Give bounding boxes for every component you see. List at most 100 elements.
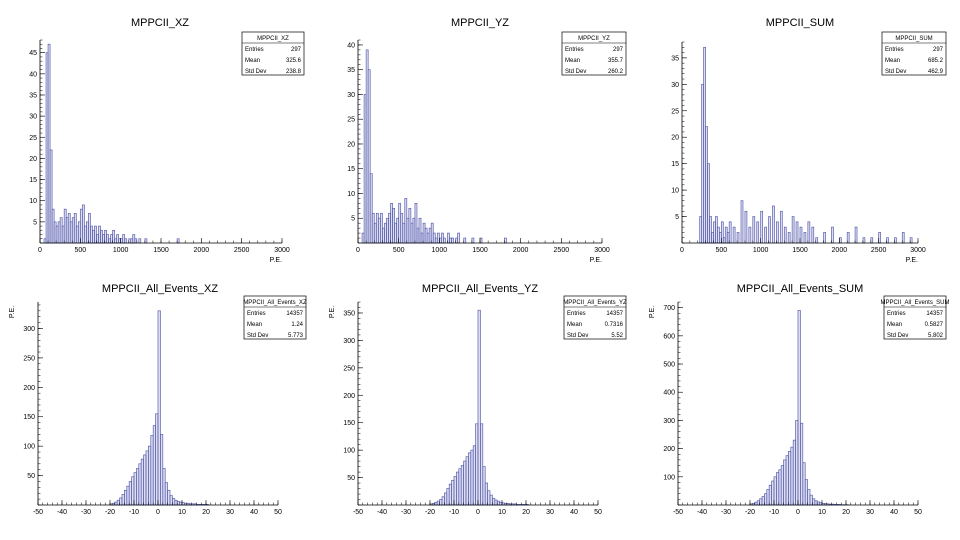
histogram-bin <box>816 501 820 506</box>
y-tick-label: 400 <box>663 390 675 397</box>
x-tick-label: 50 <box>914 509 922 516</box>
y-tick-label: 300 <box>663 418 675 425</box>
y-tick-label: 25 <box>29 135 37 142</box>
stats-box-frame <box>241 31 305 76</box>
x-tick-label: 0 <box>476 509 480 516</box>
stats-box: MPPCII_All_Events_XZ Entries 14357 Mean 1.24… <box>243 295 307 340</box>
x-tick-label: -20 <box>105 509 115 516</box>
stats-value: 297 <box>933 47 944 53</box>
y-tick-label: 20 <box>29 156 37 163</box>
y-tick-label: 100 <box>343 448 355 455</box>
stats-label: Std Dev <box>567 333 588 339</box>
stats-value: 355.7 <box>608 58 624 64</box>
stats-box: MPPCII_All_Events_SUM Entries 14357 Mean 0.5… <box>880 295 950 340</box>
y-tick-label: 600 <box>663 333 675 340</box>
y-tick-label: 25 <box>671 108 679 115</box>
y-tick-label: 300 <box>343 338 355 345</box>
histogram-bin <box>764 493 768 506</box>
histogram-bin <box>179 501 183 506</box>
y-tick-label: 20 <box>671 135 679 142</box>
histogram-bin <box>121 494 125 506</box>
x-tick-label: 1000 <box>113 247 129 254</box>
y-tick-label: 15 <box>29 177 37 184</box>
stats-value: 685.2 <box>928 58 944 64</box>
x-tick-label: 0 <box>356 247 360 254</box>
x-tick-label: 1000 <box>753 247 769 254</box>
stats-value: 5.52 <box>611 333 623 339</box>
histogram-bin <box>436 500 440 506</box>
stats-value: 325.6 <box>286 58 302 64</box>
histogram-bin <box>492 498 496 506</box>
y-tick-label: 250 <box>23 355 35 362</box>
histogram-bin <box>788 451 792 506</box>
x-tick-label: 1000 <box>432 247 448 254</box>
histogram-bin <box>752 216 756 244</box>
histogram-bin <box>439 499 443 506</box>
histogram-bin <box>144 238 148 244</box>
histogram-bin <box>771 480 775 506</box>
x-tick-label: -10 <box>449 509 459 516</box>
y-tick-label: 30 <box>347 92 355 99</box>
histogram-bin <box>457 232 461 244</box>
x-tick-label: 3000 <box>594 247 610 254</box>
histogram-bin <box>736 232 740 244</box>
y-tick-label: 200 <box>23 385 35 392</box>
stats-label: Entries <box>885 47 904 53</box>
x-tick-label: -50 <box>673 509 683 516</box>
x-tick-label: 50 <box>274 509 282 516</box>
stats-box: MPPCII_SUM Entries 297 Mean 685.2 Std Dev 462.… <box>881 31 947 76</box>
histogram-bin <box>458 468 462 506</box>
histogram-bin <box>811 226 815 244</box>
histogram-bin <box>773 476 777 506</box>
y-tick-label: 10 <box>347 191 355 198</box>
y-tick-label: 50 <box>347 475 355 482</box>
y-tick-label: 50 <box>27 473 35 480</box>
histogram-bin <box>167 489 171 506</box>
histogram-bin <box>728 221 732 244</box>
histogram-bin <box>779 210 783 244</box>
stats-label: Entries <box>245 47 264 53</box>
x-tick-label: -40 <box>697 509 707 516</box>
x-tick-label: 2000 <box>832 247 848 254</box>
histogram-bin <box>487 490 491 506</box>
y-axis-label: P.E. <box>649 306 656 318</box>
y-axis-label: P.E. <box>329 306 336 318</box>
x-tick-label: 2000 <box>513 247 529 254</box>
stats-label: Std Dev <box>887 333 908 339</box>
histogram-bin <box>809 494 813 506</box>
histogram-panel-3: MPPCII_SUM 0 500 1000 1500 2000 2500 3000 5 10 15 2… <box>671 17 947 264</box>
histogram-bin <box>471 237 475 244</box>
histogram-bin <box>795 420 799 506</box>
histogram-bin <box>870 237 874 244</box>
x-tick-label: 0 <box>156 509 160 516</box>
x-tick-label: -10 <box>129 509 139 516</box>
stats-value: 297 <box>613 47 624 53</box>
histogram-bin <box>138 463 142 506</box>
histogram-bin <box>815 237 819 244</box>
stats-value: 0.7316 <box>605 322 624 328</box>
histogram-bin <box>150 435 154 506</box>
histogram-bin <box>116 499 120 506</box>
stats-box-name: MPPCII_XZ <box>257 36 289 42</box>
histogram-bin <box>451 479 455 506</box>
histogram-bin <box>131 476 135 506</box>
x-tick-label: 20 <box>202 509 210 516</box>
chart-title: MPPCII_All_Events_YZ <box>422 283 538 295</box>
stats-box-name: MPPCII_All_Events_YZ <box>563 300 627 306</box>
histogram-bin <box>157 310 161 506</box>
histogram-bin <box>748 226 752 244</box>
histogram-bin <box>795 221 799 244</box>
y-axis-label: P.E. <box>9 306 16 318</box>
x-tick-label: 10 <box>498 509 506 516</box>
stats-box-name: MPPCII_YZ <box>578 36 610 42</box>
histogram-bin <box>136 468 140 506</box>
histogram-bin <box>463 237 467 244</box>
histogram-bin <box>776 221 779 244</box>
stats-box-frame <box>243 295 307 340</box>
histogram-bin <box>800 422 804 506</box>
x-tick-label: 2000 <box>194 247 210 254</box>
histogram-bin <box>862 237 866 244</box>
x-tick-label: 2500 <box>554 247 570 254</box>
histogram-bin <box>766 489 770 506</box>
y-tick-label: 15 <box>347 166 355 173</box>
